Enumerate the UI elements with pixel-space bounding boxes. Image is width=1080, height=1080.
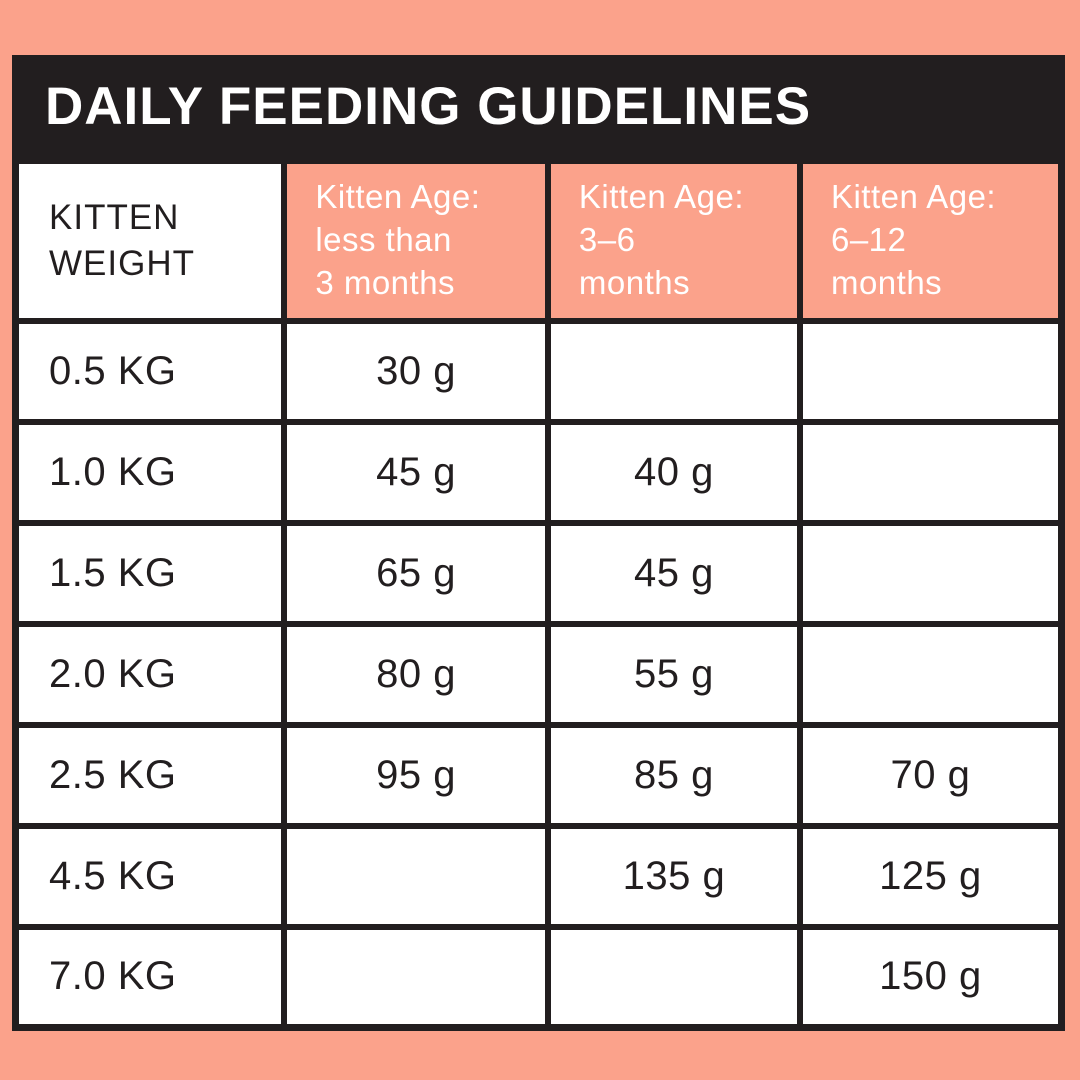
amount-cell: [544, 923, 803, 1031]
amount-cell: [796, 317, 1065, 425]
age-header-6-12-months: Kitten Age: 6–12 months: [796, 157, 1065, 324]
page-title: DAILY FEEDING GUIDELINES: [45, 76, 812, 136]
amount-cell: 65 g: [281, 519, 551, 627]
table-row: 0.5 KG 30 g: [12, 317, 1065, 425]
amount-cell: 95 g: [281, 721, 551, 829]
amount-cell: 55 g: [544, 620, 803, 728]
amount-cell: 45 g: [544, 519, 803, 627]
table-row: 4.5 KG 135 g 125 g: [12, 822, 1065, 930]
title-bar: DAILY FEEDING GUIDELINES: [12, 55, 1065, 157]
age-header-less-than-3-months: Kitten Age: less than 3 months: [281, 157, 551, 324]
feeding-guidelines-panel: DAILY FEEDING GUIDELINES KITTEN WEIGHT K…: [12, 55, 1065, 1031]
amount-cell: [796, 418, 1065, 526]
amount-cell: 70 g: [796, 721, 1065, 829]
amount-cell: 40 g: [544, 418, 803, 526]
amount-cell: 30 g: [281, 317, 551, 425]
amount-cell: [796, 519, 1065, 627]
weight-cell: 0.5 KG: [12, 317, 288, 425]
amount-cell: [281, 923, 551, 1031]
table-header-row: KITTEN WEIGHT Kitten Age: less than 3 mo…: [12, 157, 1065, 324]
amount-cell: 135 g: [544, 822, 803, 930]
amount-cell: [544, 317, 803, 425]
weight-cell: 4.5 KG: [12, 822, 288, 930]
amount-cell: 85 g: [544, 721, 803, 829]
table-row: 1.5 KG 65 g 45 g: [12, 519, 1065, 627]
amount-cell: 80 g: [281, 620, 551, 728]
amount-cell: 125 g: [796, 822, 1065, 930]
weight-cell: 1.0 KG: [12, 418, 288, 526]
amount-cell: [281, 822, 551, 930]
table-row: 7.0 KG 150 g: [12, 923, 1065, 1031]
weight-cell: 2.5 KG: [12, 721, 288, 829]
table-row: 2.5 KG 95 g 85 g 70 g: [12, 721, 1065, 829]
feeding-table: KITTEN WEIGHT Kitten Age: less than 3 mo…: [12, 157, 1065, 1031]
amount-cell: [796, 620, 1065, 728]
weight-cell: 7.0 KG: [12, 923, 288, 1031]
amount-cell: 150 g: [796, 923, 1065, 1031]
table-row: 2.0 KG 80 g 55 g: [12, 620, 1065, 728]
weight-cell: 2.0 KG: [12, 620, 288, 728]
kitten-weight-header: KITTEN WEIGHT: [12, 157, 288, 324]
amount-cell: 45 g: [281, 418, 551, 526]
weight-cell: 1.5 KG: [12, 519, 288, 627]
age-header-3-6-months: Kitten Age: 3–6 months: [544, 157, 803, 324]
table-row: 1.0 KG 45 g 40 g: [12, 418, 1065, 526]
